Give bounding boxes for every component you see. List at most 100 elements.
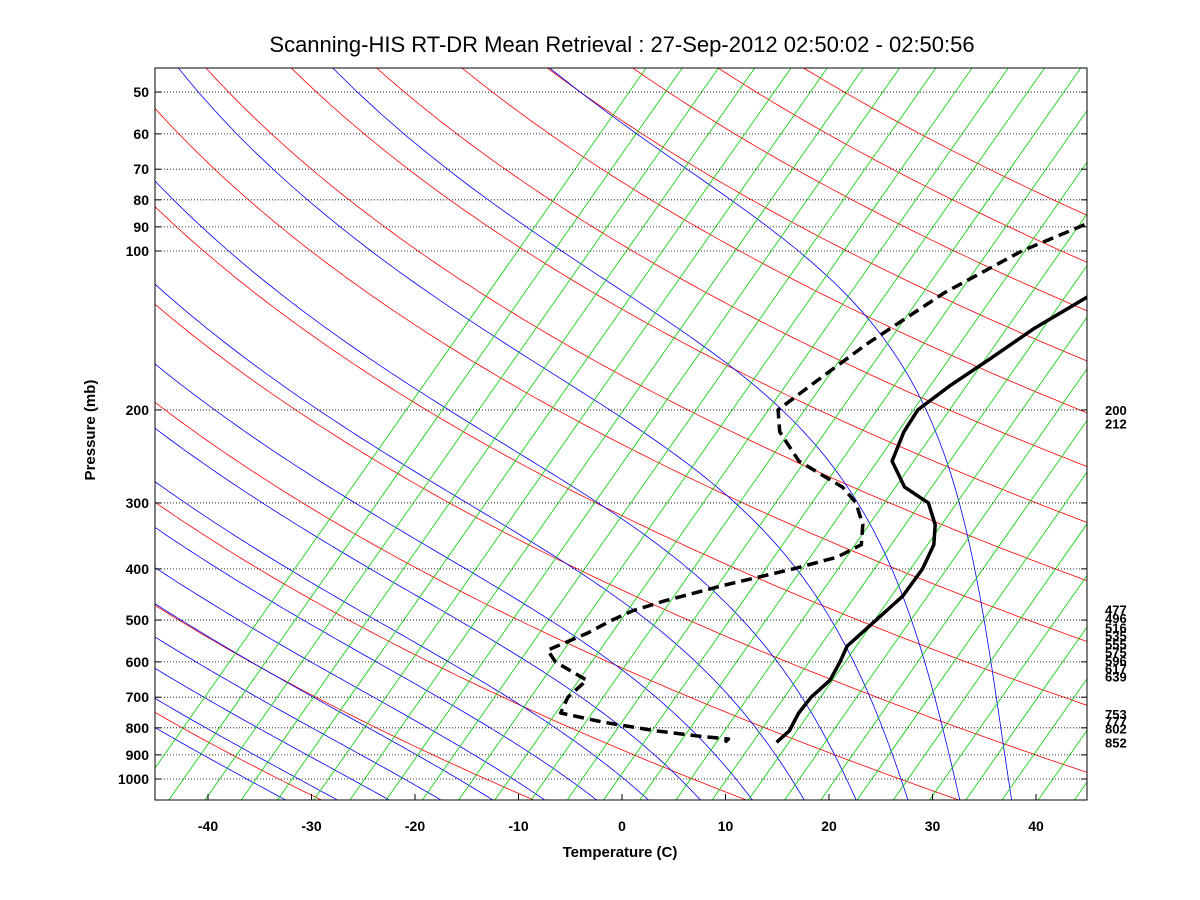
x-tick-label: -20 xyxy=(405,818,425,834)
solid-profile-line xyxy=(775,295,1087,744)
level-label: 555 xyxy=(1105,637,1127,652)
profiles xyxy=(545,221,1087,744)
mixing-ratio-line xyxy=(155,68,647,769)
mixing-ratio-line xyxy=(675,213,1087,800)
moist-adiabat xyxy=(155,427,701,800)
chart-title: Scanning-HIS RT-DR Mean Retrieval : 27-S… xyxy=(269,32,974,57)
y-tick-label: 800 xyxy=(126,720,150,736)
x-ticks: -40 -30 -20 -10 0 10 20 30 40 xyxy=(198,794,1044,834)
moist-adiabat xyxy=(332,68,961,800)
mixing-ratio-line xyxy=(240,68,756,800)
y-tick-label: 600 xyxy=(126,654,150,670)
y-tick-label: 80 xyxy=(133,192,149,208)
mixing-ratio-line xyxy=(349,68,864,800)
mixing-ratio-line xyxy=(168,68,683,800)
mixing-ratio-line xyxy=(784,368,1087,800)
mixing-ratio-line xyxy=(1146,41,1200,801)
mixing-ratio-line xyxy=(820,419,1087,800)
level-label: 617 xyxy=(1105,661,1127,676)
y-tick-label: 700 xyxy=(126,689,150,705)
level-label: 575 xyxy=(1105,645,1127,660)
dry-adiabat xyxy=(461,68,1087,414)
y-ticks: 50 60 70 80 90 100 200 300 400 500 600 700 800 900 100… xyxy=(118,84,1087,787)
dry-adiabat xyxy=(546,68,1087,362)
y-tick-label: 70 xyxy=(133,161,149,177)
mixing-ratio-line xyxy=(313,68,828,800)
background-lines xyxy=(155,41,1200,801)
x-tick-label: -10 xyxy=(508,818,528,834)
x-tick-label: 10 xyxy=(718,818,734,834)
level-label: 477 xyxy=(1105,602,1127,617)
y-tick-label: 300 xyxy=(126,495,150,511)
mixing-ratio-line xyxy=(277,68,792,800)
mixing-ratio-line xyxy=(1073,781,1087,800)
mixing-ratio-line xyxy=(929,574,1087,800)
y-axis-label: Pressure (mb) xyxy=(82,380,99,481)
y-tick-label: 1000 xyxy=(118,771,149,787)
mixing-ratio-line xyxy=(711,264,1087,800)
moist-adiabat xyxy=(155,636,442,800)
level-label: 516 xyxy=(1105,620,1127,635)
moist-adiabat xyxy=(155,727,287,800)
x-tick-label: 0 xyxy=(618,818,626,834)
level-label: 753 xyxy=(1105,707,1127,722)
y-tick-label: 90 xyxy=(133,219,149,235)
mixing-ratio-line xyxy=(1001,678,1087,800)
x-tick-label: 20 xyxy=(821,818,837,834)
dry-adiabat xyxy=(802,68,1087,216)
moist-adiabat xyxy=(548,68,1013,800)
dry-adiabat xyxy=(376,68,1087,467)
level-label: 639 xyxy=(1105,669,1127,684)
dry-adiabat xyxy=(155,107,1087,642)
moist-adiabat xyxy=(155,697,339,800)
mixing-ratio-line xyxy=(204,68,719,800)
mixing-ratio-line xyxy=(494,68,1009,800)
x-axis-label: Temperature (C) xyxy=(563,844,678,861)
y-tick-label: 100 xyxy=(126,243,150,259)
mixing-ratio-line xyxy=(603,110,1087,800)
level-label: 200 xyxy=(1105,403,1127,418)
moist-adiabat xyxy=(155,180,857,800)
level-label: 496 xyxy=(1105,611,1127,626)
mixing-ratio-line xyxy=(892,523,1087,800)
mixing-ratio-line xyxy=(385,68,901,800)
moist-adiabat xyxy=(155,283,805,800)
mixing-ratio-line xyxy=(747,316,1087,800)
moist-adiabat xyxy=(155,603,494,800)
level-label: 852 xyxy=(1105,735,1127,750)
moist-adiabat xyxy=(155,567,546,800)
isobars xyxy=(155,91,1087,780)
mixing-ratio-line xyxy=(566,68,1082,800)
level-label: 535 xyxy=(1105,629,1127,644)
moist-adiabat xyxy=(155,526,598,800)
level-label: 777 xyxy=(1105,714,1127,729)
mixing-ratio-line xyxy=(421,68,937,800)
dry-adiabat xyxy=(155,206,1087,706)
mixing-ratio-line xyxy=(530,68,1046,800)
moist-adiabat xyxy=(155,667,390,800)
level-label: 802 xyxy=(1105,721,1127,736)
moist-adiabat xyxy=(155,363,753,800)
y-tick-label: 50 xyxy=(133,84,149,100)
y-tick-label: 400 xyxy=(126,561,150,577)
x-tick-label: -40 xyxy=(198,818,218,834)
level-labels: 2002124774965165355555755966176397537778… xyxy=(1105,403,1127,750)
mixing-ratio-line xyxy=(458,68,973,800)
dry-adiabat xyxy=(155,604,535,800)
x-tick-label: 30 xyxy=(925,818,941,834)
level-label: 212 xyxy=(1105,416,1127,431)
y-tick-label: 60 xyxy=(133,126,149,142)
moist-adiabat xyxy=(177,68,909,800)
mixing-ratio-line xyxy=(639,161,1087,800)
x-tick-label: -30 xyxy=(301,818,321,834)
dry-adiabat xyxy=(155,711,323,800)
dry-adiabat xyxy=(155,401,960,800)
dry-adiabat xyxy=(155,303,1087,773)
dry-adiabat xyxy=(290,68,1087,523)
dry-adiabat xyxy=(155,501,748,800)
mixing-ratio-line xyxy=(856,471,1087,800)
y-tick-label: 500 xyxy=(126,612,150,628)
dashed-profile-line xyxy=(545,221,1087,744)
mixing-ratio-line xyxy=(965,626,1087,800)
